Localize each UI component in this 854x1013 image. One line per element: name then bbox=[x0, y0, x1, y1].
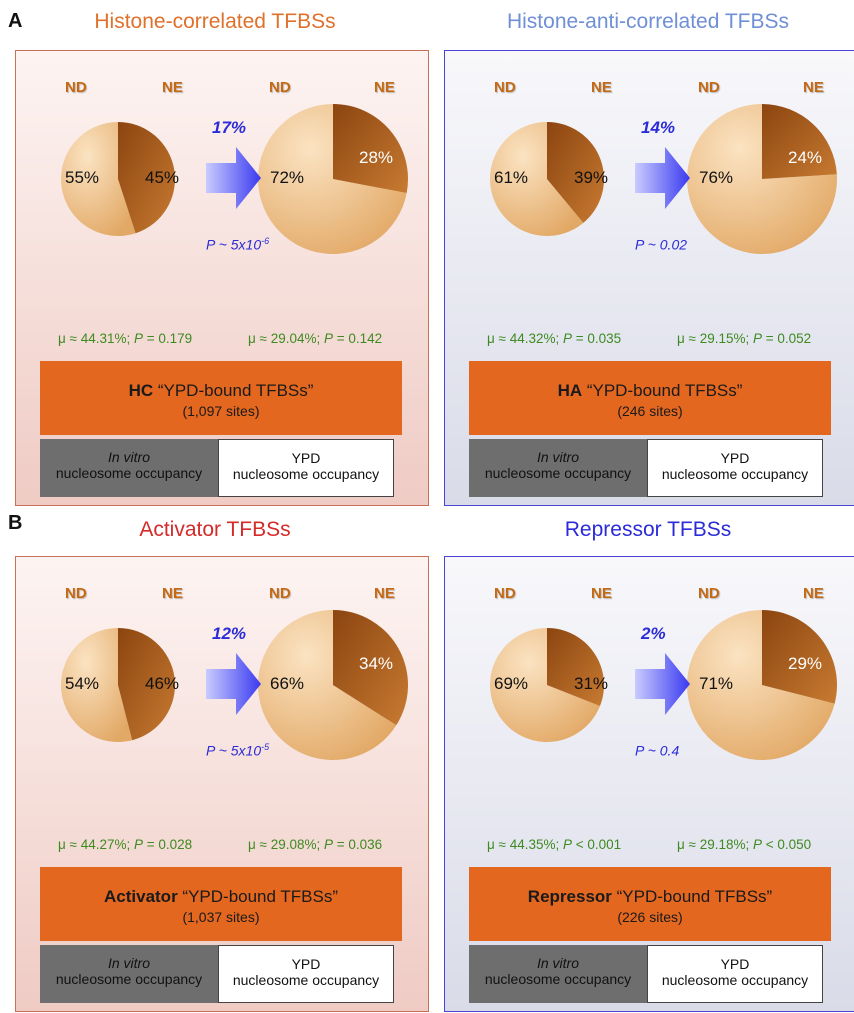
panel-histone-anti-correlated: ND NE ND NE 61% bbox=[444, 50, 854, 506]
pie-after-slice-nd bbox=[257, 610, 397, 760]
header-ne-after: NE bbox=[803, 79, 824, 96]
pie-before-ne-label: 45% bbox=[145, 168, 180, 187]
pie-before-slice-nd bbox=[61, 628, 133, 742]
pie-before-slice-ne bbox=[547, 628, 604, 706]
pie-after-slice-nd bbox=[687, 610, 835, 760]
pie-before-ne-label: 31% bbox=[574, 674, 609, 693]
header-nd-after: ND bbox=[698, 79, 720, 96]
stat-after: μ ≈ 29.08%; P = 0.036 bbox=[248, 837, 383, 852]
arrow-shape bbox=[206, 147, 261, 209]
header-ne-before: NE bbox=[162, 79, 183, 96]
legend-in-vitro: In vitro nucleosome occupancy bbox=[40, 945, 218, 1003]
stat-before: μ ≈ 44.31%; P = 0.179 bbox=[58, 331, 193, 346]
pie-after-slice-ne bbox=[762, 104, 837, 179]
change-percent: 17% bbox=[212, 118, 247, 137]
change-percent: 2% bbox=[641, 624, 666, 643]
pie-after-slice-ne bbox=[762, 610, 837, 704]
stat-after: μ ≈ 29.15%; P = 0.052 bbox=[677, 331, 812, 346]
panel-histone-correlated: ND NE ND NE 55% bbox=[15, 50, 429, 506]
pie-before-ne-label: 39% bbox=[574, 168, 609, 187]
legend-in-vitro: In vitro nucleosome occupancy bbox=[469, 439, 647, 497]
pie-before-slice-ne bbox=[118, 628, 176, 741]
header-ne-before: NE bbox=[591, 79, 612, 96]
stat-before: μ ≈ 44.32%; P = 0.035 bbox=[487, 331, 622, 346]
pie-chart-area bbox=[490, 610, 837, 760]
header-ne-after: NE bbox=[374, 585, 395, 602]
stat-after: μ ≈ 29.18%; P < 0.050 bbox=[677, 837, 812, 852]
legend-ypd: YPD nucleosome occupancy bbox=[647, 945, 823, 1003]
change-percent: 14% bbox=[641, 118, 676, 137]
arrow-shape bbox=[635, 653, 690, 715]
stat-before: μ ≈ 44.35%; P < 0.001 bbox=[487, 837, 622, 852]
legend-in-vitro: In vitro nucleosome occupancy bbox=[40, 439, 218, 497]
header-ne-before: NE bbox=[162, 585, 183, 602]
pie-chart-area bbox=[61, 610, 408, 760]
pie-after-slice-ne bbox=[333, 104, 408, 194]
pie-after-ne-label: 28% bbox=[359, 148, 394, 167]
ypd-bound-box: Activator “YPD-bound TFBSs” (1,037 sites… bbox=[40, 867, 402, 941]
ypd-bound-box: HC “YPD-bound TFBSs” (1,097 sites) bbox=[40, 361, 402, 435]
pie-after-nd-label: 72% bbox=[270, 168, 305, 187]
ypd-bound-box: Repressor “YPD-bound TFBSs” (226 sites) bbox=[469, 867, 831, 941]
pie-before-slice-ne bbox=[547, 122, 604, 223]
pie-after-ne-label: 34% bbox=[359, 654, 394, 673]
pie-before-nd-label: 55% bbox=[65, 168, 100, 187]
pie-before-slice-nd bbox=[490, 628, 600, 742]
header-ne-before: NE bbox=[591, 585, 612, 602]
panel-title-histone-correlated: Histone-correlated TFBSs bbox=[94, 10, 336, 33]
ypd-bound-box: HA “YPD-bound TFBSs” (246 sites) bbox=[469, 361, 831, 435]
stat-before: μ ≈ 44.27%; P = 0.028 bbox=[58, 837, 193, 852]
panel-activator: ND NE ND NE 54% bbox=[15, 556, 429, 1012]
section-label-a: A bbox=[8, 10, 23, 32]
header-nd-after: ND bbox=[698, 585, 720, 602]
header-nd-after: ND bbox=[269, 79, 291, 96]
panel-title-activator: Activator TFBSs bbox=[139, 518, 291, 541]
pie-before-nd-label: 69% bbox=[494, 674, 529, 693]
pie-before-nd-label: 61% bbox=[494, 168, 529, 187]
header-nd-before: ND bbox=[65, 585, 87, 602]
pie-before-slice-nd bbox=[489, 122, 584, 236]
panel-title-repressor: Repressor TFBSs bbox=[564, 518, 732, 541]
pie-after-slice-ne bbox=[333, 610, 408, 726]
stat-after: μ ≈ 29.04%; P = 0.142 bbox=[248, 331, 383, 346]
legend-ypd: YPD nucleosome occupancy bbox=[218, 945, 394, 1003]
arrow-shape bbox=[635, 147, 690, 209]
header-nd-after: ND bbox=[269, 585, 291, 602]
pie-chart-area bbox=[60, 104, 408, 255]
legend-ypd: YPD nucleosome occupancy bbox=[218, 439, 394, 497]
header-nd-before: ND bbox=[65, 79, 87, 96]
p-value-label: P ~ 5x10-6 bbox=[206, 236, 270, 253]
change-percent: 12% bbox=[212, 624, 247, 643]
section-label-b: B bbox=[8, 512, 23, 534]
legend-ypd: YPD nucleosome occupancy bbox=[647, 439, 823, 497]
panel-repressor: ND NE ND NE 69% bbox=[444, 556, 854, 1012]
pie-after-nd-label: 76% bbox=[699, 168, 734, 187]
pie-before-slice-ne bbox=[118, 122, 175, 234]
pie-after-ne-label: 24% bbox=[788, 148, 823, 167]
header-nd-before: ND bbox=[494, 585, 516, 602]
pie-after-nd-label: 66% bbox=[270, 674, 305, 693]
header-nd-before: ND bbox=[494, 79, 516, 96]
p-value-label: P ~ 0.02 bbox=[635, 236, 688, 253]
pie-before-slice-nd bbox=[60, 122, 136, 236]
pie-chart-area bbox=[489, 104, 837, 254]
pie-after-ne-label: 29% bbox=[788, 654, 823, 673]
header-ne-after: NE bbox=[803, 585, 824, 602]
pie-before-nd-label: 54% bbox=[65, 674, 100, 693]
header-ne-after: NE bbox=[374, 79, 395, 96]
legend-in-vitro: In vitro nucleosome occupancy bbox=[469, 945, 647, 1003]
p-value-label: P ~ 0.4 bbox=[635, 742, 680, 759]
pie-after-nd-label: 71% bbox=[699, 674, 734, 693]
pie-before-ne-label: 46% bbox=[145, 674, 180, 693]
p-value-label: P ~ 5x10-5 bbox=[206, 742, 270, 759]
arrow-shape bbox=[206, 653, 261, 715]
pie-after-slice-nd bbox=[258, 104, 407, 255]
panel-title-histone-anti-correlated: Histone-anti-correlated TFBSs bbox=[506, 10, 790, 33]
